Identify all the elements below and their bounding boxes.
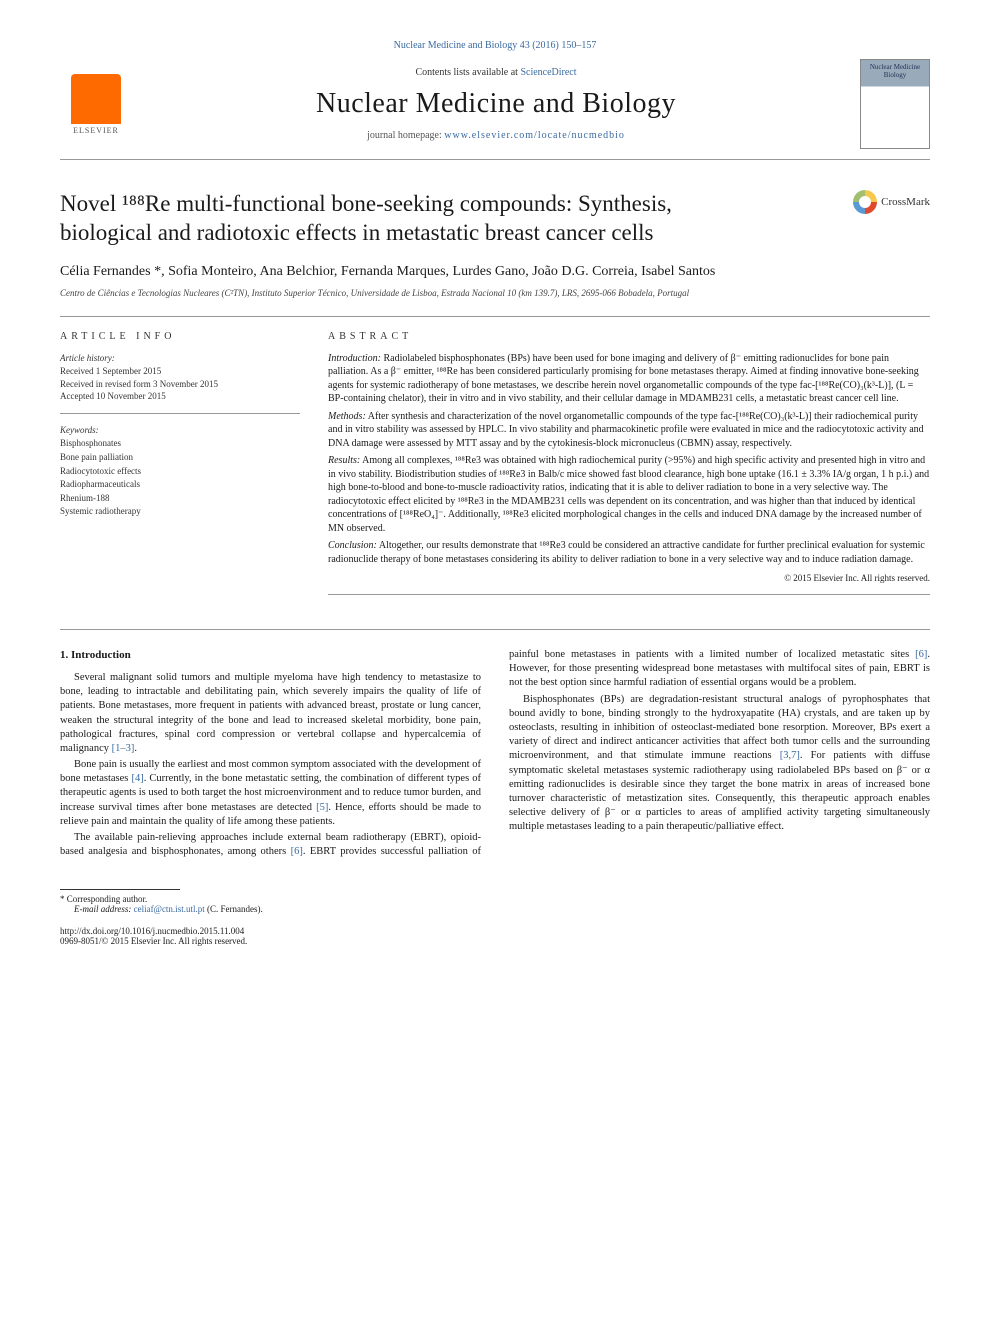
citation-link[interactable]: [5] (316, 802, 328, 813)
crossmark-label: CrossMark (881, 196, 930, 208)
homepage-link[interactable]: www.elsevier.com/locate/nucmedbio (444, 130, 625, 141)
crossmark-badge[interactable]: CrossMark (853, 190, 930, 214)
elsevier-logo[interactable]: ELSEVIER (60, 64, 132, 144)
keyword: Systemic radiotherapy (60, 505, 300, 518)
conclusion-label: Conclusion: (328, 540, 377, 551)
methods-label: Methods: (328, 411, 366, 422)
keywords-block: Keywords: Bisphosphonates Bone pain pall… (60, 424, 300, 529)
citation-link[interactable]: [3,7] (780, 750, 800, 761)
article-info-heading: article info (60, 331, 300, 342)
keywords-label: Keywords: (60, 424, 300, 437)
contents-prefix: Contents lists available at (415, 67, 520, 78)
contents-line: Contents lists available at ScienceDirec… (132, 67, 860, 78)
body-paragraph: Bisphosphonates (BPs) are degradation-re… (509, 693, 930, 835)
body-paragraph: Several malignant solid tumors and multi… (60, 671, 481, 756)
cover-title: Nuclear Medicine Biology (861, 64, 929, 79)
corresponding-author-footer: * Corresponding author. E-mail address: … (60, 889, 930, 914)
history-label: Article history: (60, 352, 300, 365)
divider (60, 629, 930, 630)
accepted-date: Accepted 10 November 2015 (60, 390, 300, 403)
intro-label: Introduction: (328, 353, 381, 364)
abstract-methods: After synthesis and characterization of … (328, 411, 924, 449)
abstract-intro: Radiolabeled bisphosphonates (BPs) have … (328, 353, 919, 405)
citation-link[interactable]: [4] (131, 773, 143, 784)
homepage-line: journal homepage: www.elsevier.com/locat… (132, 130, 860, 141)
footer-rule (60, 889, 180, 890)
keyword: Radiocytotoxic effects (60, 465, 300, 478)
article-title: Novel ¹⁸⁸Re multi-functional bone-seekin… (60, 190, 840, 248)
keyword: Radiopharmaceuticals (60, 478, 300, 491)
affiliation: Centro de Ciências e Tecnologias Nuclear… (60, 288, 930, 298)
title-line-1: Novel ¹⁸⁸Re multi-functional bone-seekin… (60, 191, 672, 216)
title-block: Novel ¹⁸⁸Re multi-functional bone-seekin… (60, 190, 930, 248)
elsevier-label: ELSEVIER (73, 126, 119, 135)
citation-link[interactable]: [6] (915, 649, 927, 660)
journal-cover-thumbnail[interactable]: Nuclear Medicine Biology (860, 59, 930, 149)
email-label: E-mail address: (74, 904, 134, 914)
corresponding-label: * Corresponding author. (60, 894, 930, 904)
article-info-column: article info Article history: Received 1… (60, 331, 300, 602)
citation-link[interactable]: [6] (291, 846, 303, 857)
article-body: 1. Introduction Several malignant solid … (60, 648, 930, 859)
elsevier-tree-icon (71, 74, 121, 124)
email-suffix: (C. Fernandes). (205, 904, 263, 914)
info-abstract-row: article info Article history: Received 1… (60, 316, 930, 602)
masthead-center: Contents lists available at ScienceDirec… (132, 67, 860, 141)
body-paragraph: Bone pain is usually the earliest and mo… (60, 758, 481, 829)
homepage-label: journal homepage: (367, 130, 444, 141)
keyword: Rhenium-188 (60, 492, 300, 505)
email-link[interactable]: celiaf@ctn.ist.utl.pt (134, 904, 205, 914)
doi-block: http://dx.doi.org/10.1016/j.nucmedbio.20… (60, 926, 930, 946)
keyword: Bisphosphonates (60, 437, 300, 450)
revised-date: Received in revised form 3 November 2015 (60, 378, 300, 391)
journal-citation[interactable]: Nuclear Medicine and Biology 43 (2016) 1… (60, 40, 930, 51)
masthead: ELSEVIER Contents lists available at Sci… (60, 59, 930, 160)
abstract-copyright: © 2015 Elsevier Inc. All rights reserved… (328, 572, 930, 584)
article-history: Article history: Received 1 September 20… (60, 352, 300, 414)
section-heading-intro: 1. Introduction (60, 648, 481, 663)
journal-name: Nuclear Medicine and Biology (132, 88, 860, 120)
citation-link[interactable]: [1–3] (112, 743, 135, 754)
abstract-conclusion: Altogether, our results demonstrate that… (328, 540, 925, 565)
abstract-heading: abstract (328, 331, 930, 342)
title-line-2: biological and radiotoxic effects in met… (60, 220, 654, 245)
results-label: Results: (328, 455, 360, 466)
abstract-body: Introduction: Radiolabeled bisphosphonat… (328, 352, 930, 596)
abstract-results: Among all complexes, ¹⁸⁸Re3 was obtained… (328, 455, 929, 534)
sciencedirect-link[interactable]: ScienceDirect (520, 67, 576, 78)
author-list: Célia Fernandes *, Sofia Monteiro, Ana B… (60, 264, 930, 280)
doi-link[interactable]: http://dx.doi.org/10.1016/j.nucmedbio.20… (60, 926, 244, 936)
keyword: Bone pain palliation (60, 451, 300, 464)
abstract-column: abstract Introduction: Radiolabeled bisp… (328, 331, 930, 602)
received-date: Received 1 September 2015 (60, 365, 300, 378)
crossmark-icon (853, 190, 877, 214)
issn-line: 0969-8051/© 2015 Elsevier Inc. All right… (60, 936, 930, 946)
